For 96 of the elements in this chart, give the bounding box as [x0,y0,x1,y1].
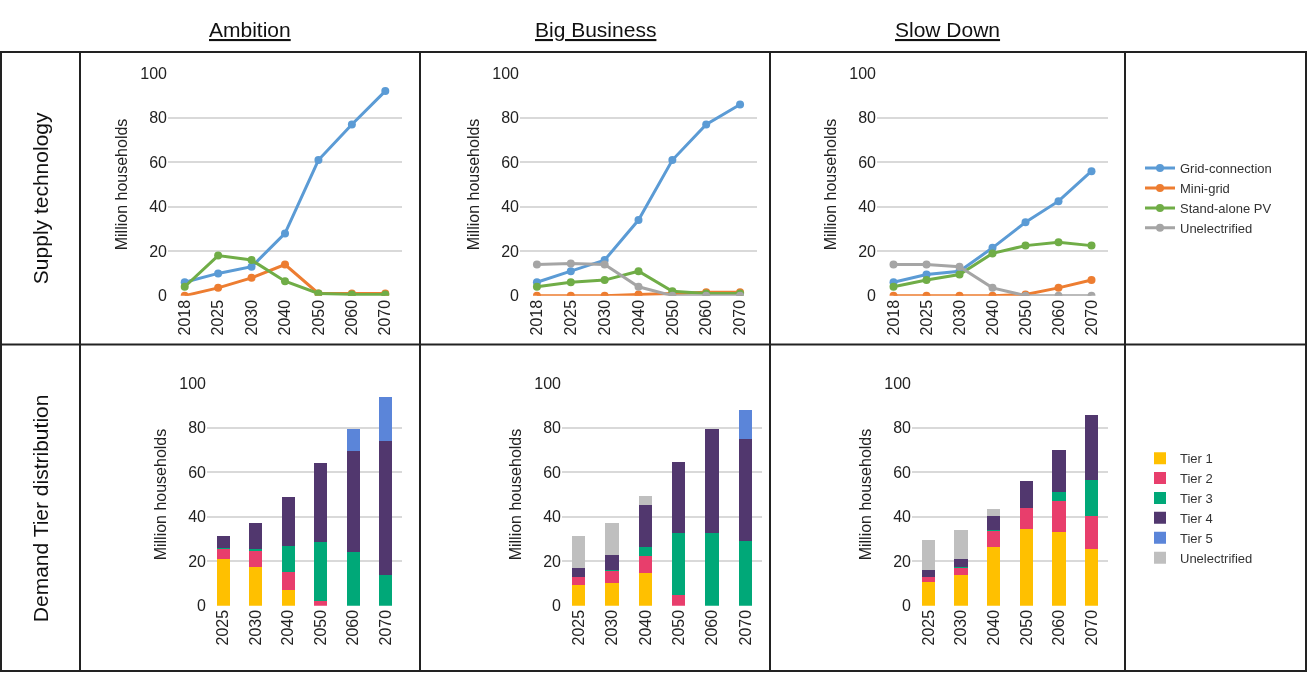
x-tick-label: 2050 [1017,609,1035,646]
x-tick-label: 2030 [242,299,260,336]
y-tick-label: 80 [893,419,912,437]
y-tick-label: 0 [158,287,168,305]
text: Demand Tier distribution [28,394,52,623]
y-tick-label: 80 [501,109,520,127]
y-tick-label: 20 [893,552,912,570]
legend-label: Unelectrified [1180,550,1253,566]
y-axis-title: Million households [465,118,483,251]
x-tick-label: 2070 [731,299,749,336]
y-tick-label: 40 [893,508,912,526]
y-tick-label: 60 [501,153,520,171]
x-tick-label: 2060 [1050,609,1068,646]
legend-label: Tier 5 [1180,530,1213,546]
x-tick-label: 2025 [561,299,579,336]
legend-label: Grid-connection [1180,161,1272,177]
x-tick-label: 2070 [376,299,394,336]
y-tick-label: 20 [149,242,168,260]
x-tick-label: 2050 [669,609,687,646]
x-tick-label: 2060 [697,299,715,336]
legend-label: Tier 4 [1180,510,1213,526]
x-tick-label: 2025 [917,299,935,336]
x-tick-label: 2025 [919,609,937,646]
x-tick-label: 2040 [629,299,647,336]
y-tick-label: 80 [543,419,562,437]
y-tick-label: 20 [188,552,207,570]
x-tick-label: 2030 [595,299,613,336]
chart-title: Slow Down [895,18,1001,41]
legend-label: Tier 3 [1180,491,1213,507]
x-tick-label: 2050 [1016,299,1034,336]
y-tick-label: 80 [149,109,168,127]
legend-label: Tier 2 [1180,471,1213,487]
y-tick-label: 100 [140,64,168,82]
x-tick-label: 2050 [309,299,327,336]
y-axis-title: Million households [822,118,840,251]
y-tick-label: 40 [858,198,877,216]
x-tick-label: 2070 [1082,609,1100,646]
x-tick-label: 2060 [703,609,721,646]
x-tick-label: 2030 [603,609,621,646]
legend-label: Stand-alone PV [1180,200,1272,216]
y-tick-label: 40 [501,198,520,216]
text: Supply technology [28,112,52,285]
y-axis-title: Million households [113,118,131,251]
x-tick-label: 2070 [1082,299,1100,336]
chart-title: Big Business [535,18,657,41]
legend-label: Tier 1 [1180,451,1213,467]
x-tick-label: 2050 [663,299,681,336]
x-tick-label: 2018 [528,299,546,336]
y-tick-label: 80 [858,109,877,127]
y-tick-label: 60 [149,153,168,171]
y-tick-label: 0 [197,597,207,615]
x-tick-label: 2040 [276,299,294,336]
y-tick-label: 40 [188,508,207,526]
y-axis-title: Million households [152,428,170,561]
x-tick-label: 2018 [175,299,193,336]
y-tick-label: 100 [884,374,912,392]
y-tick-label: 60 [858,153,877,171]
x-tick-label: 2040 [636,609,654,646]
x-tick-label: 2040 [279,609,297,646]
x-tick-label: 2060 [343,299,361,336]
y-tick-label: 20 [543,552,562,570]
y-tick-label: 40 [543,508,562,526]
x-tick-label: 2070 [736,609,754,646]
y-axis-title: Million households [507,428,525,561]
chart-title: Ambition [209,18,291,41]
x-tick-label: 2025 [209,299,227,336]
x-tick-label: 2070 [376,609,394,646]
x-tick-label: 2050 [311,609,329,646]
y-tick-label: 80 [188,419,207,437]
y-tick-label: 0 [902,597,912,615]
y-tick-label: 100 [492,64,520,82]
y-tick-label: 100 [179,374,207,392]
y-tick-label: 100 [534,374,562,392]
y-tick-label: 20 [858,242,877,260]
legend-label: Mini-grid [1180,181,1230,197]
x-tick-label: 2018 [884,299,902,336]
y-tick-label: 100 [849,64,877,82]
x-tick-label: 2060 [1049,299,1067,336]
y-tick-label: 60 [543,463,562,481]
y-tick-label: 0 [552,597,562,615]
y-tick-label: 0 [510,287,520,305]
y-tick-label: 0 [867,287,877,305]
y-tick-label: 40 [149,198,168,216]
y-tick-label: 20 [501,242,520,260]
y-tick-label: 60 [893,463,912,481]
y-tick-label: 60 [188,463,207,481]
x-tick-label: 2040 [984,609,1002,646]
x-tick-label: 2060 [344,609,362,646]
x-tick-label: 2030 [952,609,970,646]
x-tick-label: 2030 [950,299,968,336]
x-tick-label: 2025 [569,609,587,646]
y-axis-title: Million households [857,428,875,561]
x-tick-label: 2025 [214,609,232,646]
legend-label: Unelectrified [1180,220,1253,236]
x-tick-label: 2030 [246,609,264,646]
x-tick-label: 2040 [983,299,1001,336]
